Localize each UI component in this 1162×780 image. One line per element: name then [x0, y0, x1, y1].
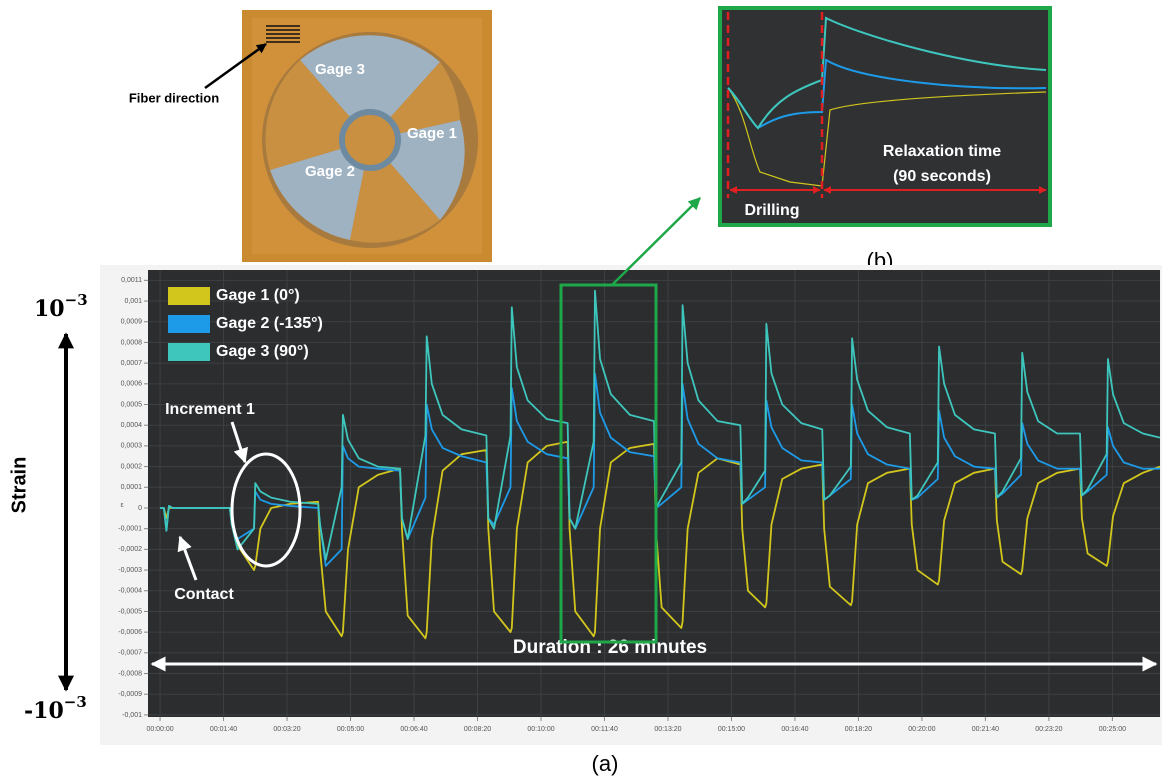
y-tick-label: -0,0003 [118, 567, 142, 574]
rosette-center [339, 109, 401, 171]
inset-label: (90 seconds) [893, 168, 991, 185]
inset: Relaxation time (90 seconds) Drilling [718, 6, 1052, 227]
x-tick-label: 00:25:00 [1099, 726, 1126, 733]
legend-label: Gage 2 (-135°) [216, 315, 323, 332]
x-tick-label: 00:05:00 [337, 726, 364, 733]
base: 10 [34, 296, 65, 322]
annotation: Increment 1 [165, 401, 255, 418]
y-tick-label: 0,0007 [121, 360, 143, 367]
y-tick-label: -0,0005 [118, 608, 142, 615]
y-tick-label: 0,0004 [121, 422, 143, 429]
legend-label: Gage 1 (0°) [216, 287, 300, 304]
increment-ellipse [230, 452, 302, 568]
rosette-gages [270, 35, 465, 240]
x-tick-label: 00:01:40 [210, 726, 237, 733]
rosette-gaps [265, 60, 460, 243]
gage-label: Gage 1 [407, 125, 457, 142]
y-tick-label: 0,0001 [121, 484, 143, 491]
y-tick-label: -0,0004 [118, 588, 142, 595]
y-tick-label: 0,0002 [121, 463, 143, 470]
y-tick-label: -0,0006 [118, 629, 142, 636]
fiber-lines [266, 25, 300, 43]
annotation: Duration : 26 minutes [513, 637, 707, 658]
ticks: 0,0011 0,001 0,0009 0,0008 0,0007 0,0006 0,000… [118, 277, 1126, 733]
x-tick-label: 00:15:00 [718, 726, 745, 733]
zoom-box [559, 283, 658, 644]
y-tick-label: 0,0006 [121, 381, 143, 388]
gage-label: Gage 2 [305, 163, 355, 180]
annotation-arrow [230, 421, 248, 464]
fiber-arrow [204, 42, 267, 90]
inset-label: Relaxation time [883, 143, 1001, 160]
x-tick-label: 00:00:00 [146, 726, 173, 733]
x-tick-label: 00:21:40 [972, 726, 999, 733]
legend-label: Gage 3 (90°) [216, 343, 309, 360]
specimen-photo: Gage 3 Gage 1 Gage 2 [242, 10, 492, 262]
x-tick-label: 00:18:20 [845, 726, 872, 733]
gage-label: Gage 3 [315, 61, 365, 78]
y-tick-label: 0,0003 [121, 443, 143, 450]
x-tick-label: 00:20:00 [908, 726, 935, 733]
x-tick-label: 00:08:20 [464, 726, 491, 733]
y-unit-label: ε [120, 502, 123, 509]
inset-label: Drilling [744, 202, 799, 219]
y-tick-label: -0,0001 [118, 526, 142, 533]
base: -10 [24, 698, 64, 724]
panel-label: (a) [592, 751, 619, 776]
x-tick-label: 00:03:20 [273, 726, 300, 733]
x-tick-label: 00:13:20 [654, 726, 681, 733]
y-tick-label: -0,0002 [118, 546, 142, 553]
x-tick-label: 00:23:20 [1035, 726, 1062, 733]
y-tick-label: 0,0005 [121, 401, 143, 408]
exponent: −3 [65, 291, 88, 309]
annotation: Contact [174, 586, 234, 603]
y-tick-label: -0,0007 [118, 650, 142, 657]
y-max-label: 10−3 [34, 291, 88, 322]
x-tick-label: 00:11:40 [591, 726, 618, 733]
x-tick-label: 00:06:40 [400, 726, 427, 733]
y-tick-label: -0,001 [122, 712, 142, 719]
legend: Gage 1 (0°) Gage 2 (-135°) Gage 3 (90°) [168, 287, 323, 361]
fiber-label: Fiber direction [129, 90, 219, 105]
legend-swatch [168, 315, 210, 333]
x-tick-label: 00:16:40 [781, 726, 808, 733]
y-min-label: -10−3 [24, 693, 87, 724]
inset-curve [727, 16, 1047, 130]
legend-swatch [168, 343, 210, 361]
annotation-arrow [177, 535, 198, 581]
y-tick-label: 0,0009 [121, 319, 143, 326]
zoom-arrow [611, 197, 701, 286]
y-tick-label: -0,0009 [118, 691, 142, 698]
inset-curve [727, 87, 1047, 187]
y-tick-label: 0 [138, 505, 142, 512]
y-tick-label: 0,001 [124, 298, 142, 305]
y-tick-label: 0,0011 [121, 277, 142, 284]
x-tick-label: 00:10:00 [527, 726, 554, 733]
y-tick-label: 0,0008 [121, 339, 143, 346]
legend-swatch [168, 287, 210, 305]
y-tick-label: -0,0008 [118, 670, 142, 677]
exponent: −3 [64, 693, 87, 711]
y-axis-label: Strain [8, 457, 30, 514]
